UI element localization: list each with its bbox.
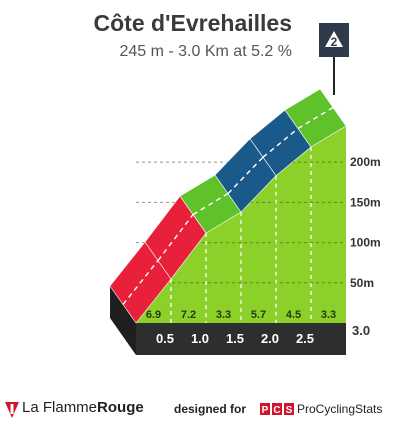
flamme-rouge-brand: La FlammeRouge bbox=[22, 399, 144, 416]
altitude-tick-label: 50m bbox=[350, 276, 374, 290]
segment-center-dash bbox=[157, 214, 194, 261]
profile-front-face bbox=[136, 126, 346, 323]
pcs-logo-icon: P C S bbox=[260, 403, 294, 415]
altitude-tick-label: 100m bbox=[350, 236, 381, 250]
segment-gradient-label: 3.3 bbox=[321, 309, 336, 321]
pcs-name: ProCyclingStats bbox=[297, 402, 383, 416]
km-tick-label: 1.0 bbox=[191, 331, 209, 346]
segment-center-dash bbox=[297, 106, 334, 130]
km-tick-label: 2.5 bbox=[296, 331, 314, 346]
chart-title: Côte d'Evrehailles bbox=[93, 10, 293, 36]
segment-gradient-label: 5.7 bbox=[251, 309, 266, 321]
km-tick-label: 3.0 bbox=[352, 323, 370, 338]
segment-gradient-label: 6.9 bbox=[146, 309, 161, 321]
flamme-rouge-logo-icon bbox=[5, 402, 19, 418]
km-tick-label: 1.5 bbox=[226, 331, 244, 346]
distance-base-band bbox=[136, 323, 346, 355]
altitude-tick-label: 150m bbox=[350, 195, 381, 209]
svg-text:C: C bbox=[273, 405, 280, 415]
designed-for-label: designed for bbox=[174, 402, 247, 416]
km-tick-label: 2.0 bbox=[261, 331, 279, 346]
distance-base-side bbox=[110, 286, 136, 355]
brand-bold: Rouge bbox=[97, 399, 144, 416]
segment-gradient-label: 4.5 bbox=[286, 309, 301, 321]
category-mountain-icon bbox=[325, 31, 343, 47]
km-tick-label: 0.5 bbox=[156, 331, 174, 346]
category-number: 2 bbox=[331, 35, 338, 49]
segment-center-dash bbox=[192, 192, 229, 216]
segment-gradient-label: 3.3 bbox=[216, 309, 231, 321]
svg-text:S: S bbox=[286, 405, 293, 415]
segment-center-dash bbox=[262, 127, 299, 158]
brand-regular: La Flamme bbox=[22, 399, 98, 416]
chart-subtitle: 245 m - 3.0 Km at 5.2 % bbox=[119, 43, 292, 60]
svg-text:P: P bbox=[262, 405, 269, 415]
footer: La FlammeRouge designed for P C S ProCyc… bbox=[0, 398, 405, 422]
altitude-tick-label: 200m bbox=[350, 155, 381, 169]
segment-center-dash bbox=[122, 260, 159, 305]
segment-gradient-label: 7.2 bbox=[181, 309, 196, 321]
